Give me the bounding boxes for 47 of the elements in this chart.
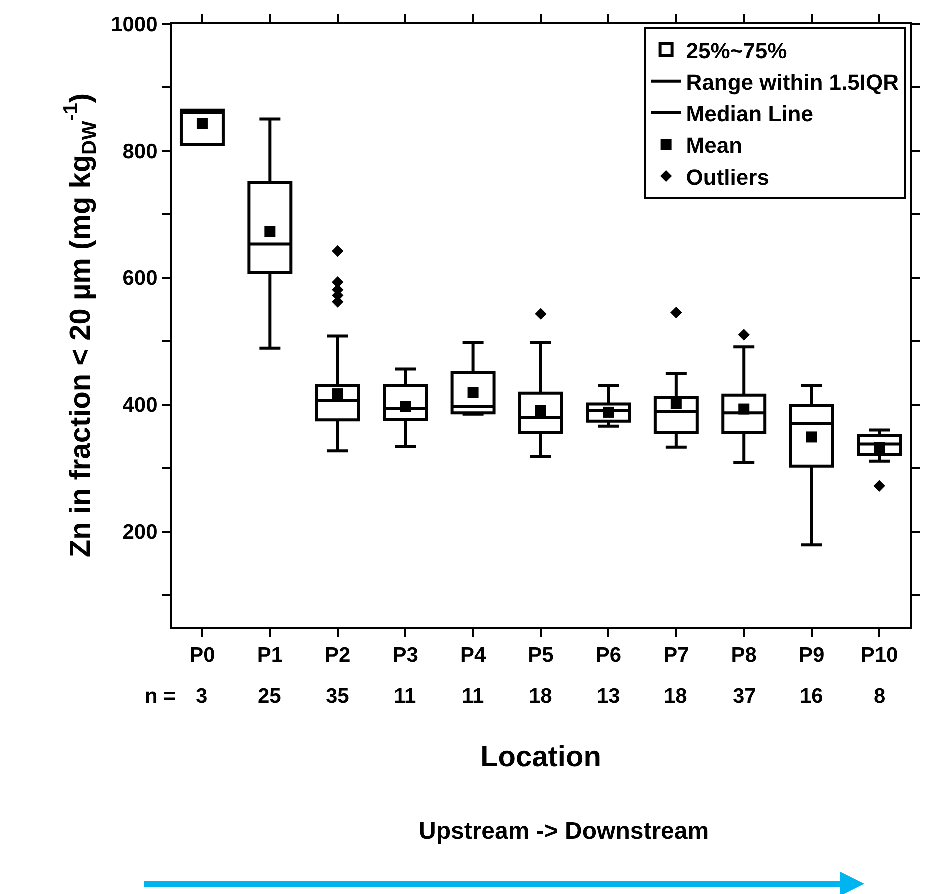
annotation: Median Line (686, 102, 814, 127)
text: 11 (462, 685, 485, 708)
y-tick-label: 1000 (111, 13, 158, 36)
text: 8 (874, 685, 886, 708)
text: n = (145, 685, 176, 708)
legend-label: 25%~75% (686, 38, 788, 64)
x-tick-label: P7 (664, 644, 690, 668)
text: Upstream -> Downstream (419, 818, 710, 845)
x-tick-label: P1 (257, 644, 284, 668)
point (468, 387, 479, 398)
x-tick-label: P6 (596, 644, 622, 668)
text: 18 (664, 685, 688, 708)
text: 25 (258, 685, 282, 708)
point (738, 404, 750, 415)
point (264, 226, 276, 238)
point (806, 432, 818, 443)
point (332, 388, 344, 400)
x-tick-label: P4 (460, 644, 486, 668)
text: 3 (196, 685, 208, 708)
text: 16 (800, 685, 824, 708)
point (535, 308, 547, 320)
text: 18 (529, 685, 553, 708)
y-tick-label: 600 (122, 267, 158, 290)
annotation: Range within 1.5IQR (686, 70, 900, 95)
y-tick-label: 200 (122, 521, 158, 544)
x-tick-label: P2 (325, 644, 351, 668)
point (400, 401, 412, 412)
text: 35 (326, 685, 350, 708)
point (196, 118, 208, 130)
y-tick-label: 800 (122, 140, 158, 164)
y-tick-label: 400 (122, 394, 158, 418)
text: 11 (394, 685, 417, 708)
legend-label: Mean (686, 133, 743, 158)
x-tick-label: P0 (190, 644, 216, 668)
x-tick-label: P5 (528, 644, 554, 668)
text: 37 (733, 685, 756, 708)
point (874, 442, 886, 454)
x-tick-label: P9 (798, 644, 825, 668)
x-tick-label: P8 (731, 644, 758, 668)
x-tick-label: P10 (860, 644, 898, 668)
x-axis-title: Location (480, 742, 602, 774)
point (670, 398, 682, 410)
point (603, 406, 614, 418)
x-tick-label: P3 (392, 644, 418, 668)
legend-label: Outliers (686, 164, 770, 190)
text: 13 (597, 685, 620, 708)
point (536, 405, 546, 416)
